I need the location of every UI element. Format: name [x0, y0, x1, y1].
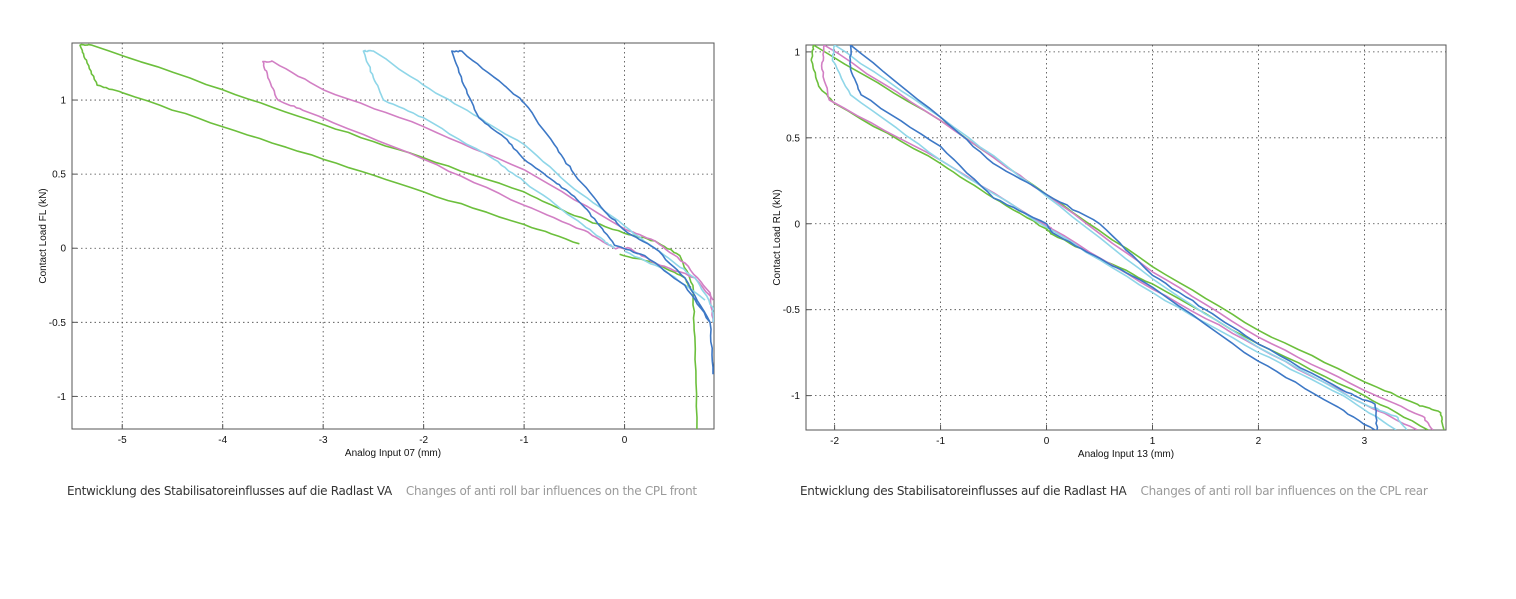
y-tick-label: -0.5 — [783, 305, 801, 316]
x-tick-label: 1 — [1150, 436, 1156, 447]
caption-front-german: Entwicklung des Stabilisatoreinflusses a… — [67, 484, 392, 498]
x-tick-label: 3 — [1362, 436, 1368, 447]
x-tick-label: -1 — [936, 436, 945, 447]
y-axis-label: Contact Load RL (kN) — [772, 189, 783, 285]
x-tick-label: 2 — [1256, 436, 1262, 447]
x-axis-label: Analog Input 13 (mm) — [1078, 449, 1174, 460]
x-tick-label: -2 — [830, 436, 839, 447]
y-tick-label: 1 — [794, 47, 800, 58]
caption-rear-english: Changes of anti roll bar influences on t… — [1140, 484, 1427, 498]
y-tick-label: 0.5 — [786, 133, 800, 144]
x-tick-label: 0 — [1044, 436, 1050, 447]
y-tick-label: 0 — [794, 219, 800, 230]
caption-front-english: Changes of anti roll bar influences on t… — [406, 484, 697, 498]
plot-area — [806, 45, 1446, 430]
rear-contact-load-chart: -2 -1 0 1 2 3 -1 -0.5 0 0.5 1 Analog Input 13 (mm) C… — [0, 0, 1516, 470]
caption-front: Entwicklung des Stabilisatoreinflusses a… — [67, 484, 697, 498]
caption-rear: Entwicklung des Stabilisatoreinflusses a… — [800, 484, 1427, 498]
caption-rear-german: Entwicklung des Stabilisatoreinflusses a… — [800, 484, 1126, 498]
y-tick-label: -1 — [791, 391, 800, 402]
